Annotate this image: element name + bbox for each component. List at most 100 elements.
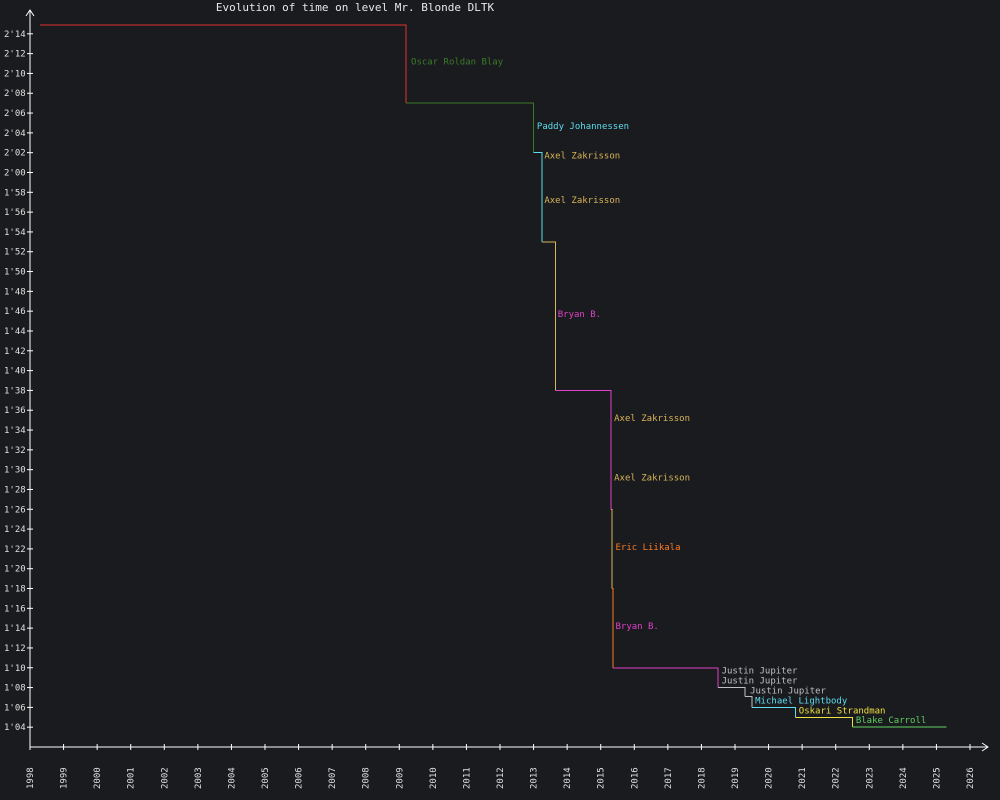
x-tick-label: 2022: [832, 767, 842, 789]
y-tick-label: 1'08: [4, 684, 26, 694]
x-tick-label: 2014: [563, 767, 573, 789]
y-tick-label: 2'04: [4, 129, 26, 139]
x-tick-label: 2024: [899, 767, 909, 789]
x-tick-label: 2005: [261, 767, 271, 789]
x-tick-label: 2000: [93, 767, 103, 789]
record-label: Axel Zakrisson: [614, 414, 690, 424]
x-tick-label: 2021: [798, 767, 808, 789]
y-tick-label: 2'00: [4, 168, 26, 178]
record-label: Justin Jupiter: [750, 687, 826, 697]
record-label: Eric Liikala: [615, 543, 680, 553]
y-tick-label: 1'56: [4, 208, 26, 218]
record-label: Oscar Roldan Blay: [411, 58, 504, 68]
y-tick-label: 1'26: [4, 505, 26, 515]
x-tick-label: 2023: [865, 767, 875, 789]
y-tick-label: 1'16: [4, 604, 26, 614]
record-step: [611, 588, 614, 668]
x-tick-label: 2019: [731, 767, 741, 789]
record-label: Bryan B.: [615, 622, 658, 632]
record-label: Michael Lightbody: [755, 696, 848, 706]
record-step: [555, 389, 612, 510]
y-tick-label: 2'14: [4, 30, 26, 40]
record-step: [718, 687, 746, 697]
record-label: Bryan B.: [558, 310, 601, 320]
record-step: [406, 102, 535, 153]
y-tick-label: 1'12: [4, 644, 26, 654]
x-tick-label: 2025: [932, 767, 942, 789]
x-tick-label: 1999: [60, 767, 70, 789]
x-tick-label: 2008: [362, 767, 372, 789]
y-tick-label: 1'24: [4, 525, 26, 535]
x-tick-label: 2013: [530, 767, 540, 789]
y-tick-label: 1'48: [4, 287, 26, 297]
y-tick-label: 1'04: [4, 723, 26, 733]
x-tick-label: 2004: [227, 767, 237, 789]
y-tick-label: 1'36: [4, 406, 26, 416]
y-tick-label: 1'06: [4, 703, 26, 713]
x-tick-label: 2018: [697, 767, 707, 789]
y-tick-label: 2'10: [4, 69, 26, 79]
record-step: [751, 706, 796, 718]
y-tick-label: 2'12: [4, 50, 26, 60]
y-tick-label: 1'10: [4, 664, 26, 674]
y-tick-label: 2'06: [4, 109, 26, 119]
record-label: Justin Jupiter: [722, 677, 798, 687]
y-tick-label: 1'42: [4, 347, 26, 357]
y-tick-label: 1'54: [4, 228, 26, 238]
y-tick-label: 1'32: [4, 446, 26, 456]
record-step: [745, 695, 753, 708]
record-label: Axel Zakrisson: [544, 152, 620, 162]
record-step: [533, 152, 543, 242]
x-tick-label: 2002: [160, 767, 170, 789]
x-tick-label: 2003: [194, 767, 204, 789]
x-tick-label: 2011: [462, 767, 472, 789]
y-tick-label: 1'20: [4, 565, 26, 575]
y-tick-label: 1'30: [4, 466, 26, 476]
record-label: Oskari Strandman: [799, 706, 886, 716]
x-tick-label: 2007: [328, 767, 338, 789]
x-tick-label: 1998: [26, 767, 36, 789]
y-tick-label: 1'22: [4, 545, 26, 555]
y-tick-label: 1'44: [4, 327, 26, 337]
x-tick-label: 2017: [664, 767, 674, 789]
record-series: [40, 24, 947, 728]
x-tick-label: 2012: [496, 767, 506, 789]
y-tick-label: 1'46: [4, 307, 26, 317]
x-tick-label: 2006: [295, 767, 305, 789]
x-tick-label: 2016: [630, 767, 640, 789]
y-tick-label: 1'58: [4, 188, 26, 198]
record-labels: Oscar Roldan Blay Paddy Johannessen Axel Z…: [411, 58, 926, 727]
y-tick-label: 1'14: [4, 624, 26, 634]
x-tick-label: 2020: [765, 767, 775, 789]
axes: [25, 9, 989, 752]
record-step: [610, 508, 613, 589]
x-axis-arrow: [981, 742, 989, 752]
record-label: Paddy Johannessen: [537, 122, 629, 132]
record-label: Justin Jupiter: [722, 667, 798, 677]
x-tick-label: 2015: [597, 767, 607, 789]
y-axis-arrow: [25, 9, 35, 17]
x-tick-label: 2010: [429, 767, 439, 789]
y-tick-label: 2'02: [4, 149, 26, 159]
chart-title: Evolution of time on level Mr. Blonde DL…: [216, 1, 495, 14]
x-tick-label: 2026: [966, 767, 976, 789]
record-step: [40, 24, 407, 104]
y-tick-label: 1'52: [4, 248, 26, 258]
y-tick-label: 1'28: [4, 485, 26, 495]
y-tick-label: 1'50: [4, 268, 26, 278]
x-tick-label: 2009: [395, 767, 405, 789]
record-label: Axel Zakrisson: [614, 474, 690, 484]
y-tick-label: 1'18: [4, 585, 26, 595]
record-step: [795, 716, 853, 728]
ticks: 1'04 1'06 1'08 1'10 1'12 1'14 1'16 1'18 1'20 1'22…: [4, 30, 976, 789]
record-label: Axel Zakrisson: [544, 196, 620, 206]
y-tick-label: 2'08: [4, 89, 26, 99]
y-tick-label: 1'34: [4, 426, 26, 436]
record-label: Blake Carroll: [856, 716, 926, 726]
y-tick-label: 1'40: [4, 367, 26, 377]
x-tick-label: 2001: [127, 767, 137, 789]
record-step: [541, 241, 556, 391]
record-step: [612, 667, 719, 688]
y-tick-label: 1'38: [4, 386, 26, 396]
